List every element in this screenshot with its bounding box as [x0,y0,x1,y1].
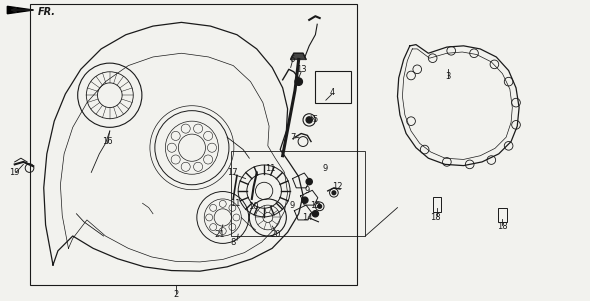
Text: 9: 9 [290,201,295,209]
Text: 5: 5 [313,115,318,124]
Text: 10: 10 [248,202,259,211]
Text: 7: 7 [290,133,295,142]
Text: 11: 11 [230,199,240,208]
Text: 18: 18 [431,213,441,222]
Text: 9: 9 [304,186,310,195]
Text: 13: 13 [296,65,306,74]
Text: 15: 15 [310,201,320,209]
Circle shape [318,204,322,208]
Text: 16: 16 [102,137,113,146]
Text: 21: 21 [214,230,225,239]
Text: 19: 19 [9,168,20,177]
Text: 6: 6 [290,55,295,64]
Circle shape [312,211,319,217]
Circle shape [332,191,336,195]
Polygon shape [291,53,306,59]
Text: 17: 17 [227,168,237,177]
Text: 3: 3 [445,72,451,81]
Polygon shape [7,6,33,14]
Circle shape [302,197,308,203]
Text: FR.: FR. [38,7,55,17]
Text: 9: 9 [322,163,327,172]
Text: 14: 14 [302,213,313,222]
Text: 12: 12 [332,182,342,191]
Text: 8: 8 [231,238,236,247]
Text: 4: 4 [329,88,335,97]
Text: 18: 18 [497,222,508,231]
Text: 20: 20 [270,230,280,239]
Circle shape [306,178,312,185]
Circle shape [295,78,303,85]
Circle shape [306,117,312,123]
Text: 2: 2 [174,290,179,299]
Text: 11: 11 [265,163,276,172]
